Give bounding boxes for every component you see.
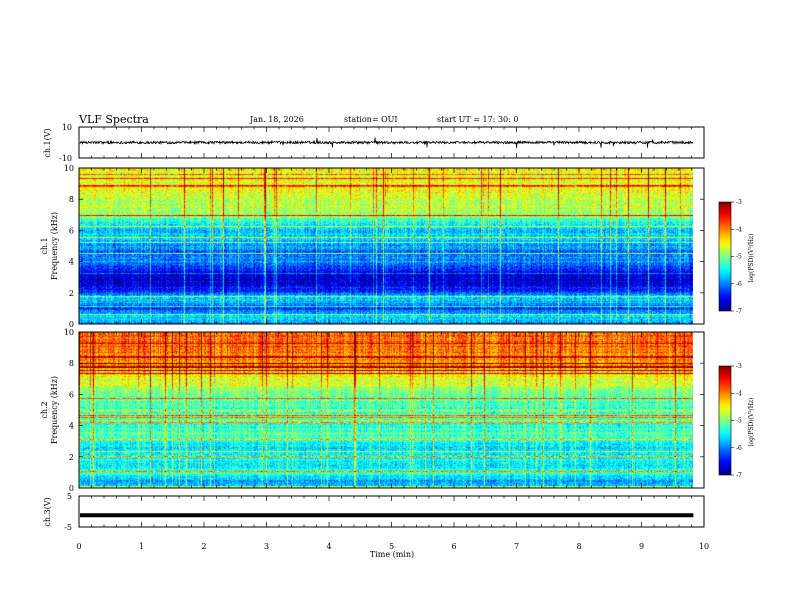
ch1-colorbar-tick-label: -5 — [736, 254, 742, 261]
x-tick-label: 1 — [139, 542, 144, 551]
ch3-waveform-frame — [78, 495, 705, 528]
ch1-colorbar-tick-label: -6 — [736, 281, 742, 288]
ch1-colorbar-tick-label: -7 — [736, 308, 742, 315]
ch2-spectrogram-ytick-label: 0 — [69, 484, 74, 493]
ch1-waveform-trace — [79, 137, 694, 148]
ch1-colorbar-tick-label: -3 — [736, 199, 742, 206]
x-tick-label: 7 — [514, 542, 519, 551]
x-tick-label: 9 — [639, 542, 644, 551]
ch3-ytick-bottom: -5 — [64, 523, 72, 532]
ch1-waveform-ylabel: ch.1(V) — [43, 128, 52, 157]
x-tick-label: 6 — [451, 542, 456, 551]
ch2-colorbar: -3 -4 -5 -6 -7 log(PSD)(V²/Hz) — [718, 363, 755, 479]
ch1-spectrogram-ytick-label: 6 — [69, 226, 74, 235]
ch3-ytick-top: 5 — [67, 492, 72, 501]
ch1-spectrogram-ytick-label: 2 — [69, 289, 74, 298]
x-tick-label: 8 — [576, 542, 581, 551]
ch2-spectrogram-ytick-label: 10 — [64, 328, 74, 337]
header-station: station= OUI — [344, 115, 398, 124]
ch1-waveform-panel: 10 -10 ch.1(V) — [43, 123, 705, 163]
ch1-ytick-top: 10 — [62, 123, 72, 132]
ch2-colorbar-tick-label: -6 — [736, 445, 742, 452]
x-tick-label: 3 — [264, 542, 269, 551]
ch2-colorbar-tick-label: -5 — [736, 418, 742, 425]
ch1-waveform-frame — [78, 126, 705, 159]
ch1-spectrogram-ytick-label: 8 — [69, 195, 74, 204]
header-date: Jan. 18, 2026 — [249, 115, 304, 124]
x-tick-label: 10 — [699, 542, 709, 551]
ch3-waveform-ylabel: ch.3(V) — [43, 497, 52, 526]
ch1-colorbar-ticks: -3 -4 -5 -6 -7 — [731, 199, 742, 315]
ch2-spectrogram-ytick-label: 2 — [69, 453, 74, 462]
ch2-colorbar-tick-label: -3 — [736, 363, 742, 370]
ch1-spectrogram-yticks: 0 2 4 6 8 10 — [64, 164, 704, 329]
ch1-colorbar: -3 -4 -5 -6 -7 log(PSD)(V²/Hz) — [718, 199, 755, 315]
x-axis-label: Time (min) — [370, 550, 414, 559]
ch1-spectrogram-ylabel: Frequency (kHz) — [50, 212, 59, 280]
ch2-spectrogram-image — [79, 332, 693, 488]
ch1-colorbar-label: log(PSD)(V²/Hz) — [748, 234, 755, 283]
ch1-waveform-line — [79, 137, 694, 148]
ch1-spectrogram-panel: 0 2 4 6 8 10 ch.1 Frequency (kHz) — [40, 164, 705, 329]
ch2-spectrogram-panel: 0 2 4 6 8 10 ch.2 Frequency (kHz) — [40, 328, 705, 493]
x-tick-label: 4 — [326, 542, 331, 551]
ch1-spectrogram-ytick-label: 10 — [64, 164, 74, 173]
x-axis-tick-labels: 0 1 2 3 4 5 6 7 8 9 10 — [76, 542, 709, 551]
ch1-spectrogram-ytick-label: 4 — [69, 258, 74, 267]
ch2-spectrogram-frame — [78, 331, 705, 489]
ch1-spectrogram-frame — [78, 167, 705, 325]
ch1-ytick-bottom: -10 — [59, 154, 72, 163]
ch1-spectrogram-image — [79, 168, 693, 324]
x-tick-label: 5 — [389, 542, 394, 551]
ch1-spectrogram-ytick-label: 0 — [69, 320, 74, 329]
ch2-colorbar-ticks: -3 -4 -5 -6 -7 — [731, 363, 742, 479]
ch2-spectrogram-ytick-label: 4 — [69, 422, 74, 431]
ch2-spectrogram-yticks: 0 2 4 6 8 10 — [64, 328, 704, 493]
x-tick-label: 2 — [201, 542, 206, 551]
ch2-spectrogram-ylabel: Frequency (kHz) — [50, 376, 59, 444]
ch2-spectrogram-ytick-label: 6 — [69, 390, 74, 399]
ch2-colorbar-tick-label: -4 — [736, 390, 742, 397]
ch2-spectrogram-channel-label: ch.2 — [40, 401, 49, 418]
ch2-spectrogram-ytick-label: 8 — [69, 359, 74, 368]
figure-title: VLF Spectra — [78, 113, 149, 126]
ch1-spectrogram-channel-label: ch.1 — [40, 237, 49, 254]
ch2-colorbar-label: log(PSD)(V²/Hz) — [748, 398, 755, 447]
x-tick-label: 0 — [76, 542, 81, 551]
ch3-waveform-panel: 5 -5 ch.3(V) — [43, 492, 705, 532]
header-start-time: start UT = 17: 30: 0 — [437, 115, 518, 124]
ch1-colorbar-tick-label: -4 — [736, 226, 742, 233]
ch2-colorbar-tick-label: -7 — [736, 472, 742, 479]
